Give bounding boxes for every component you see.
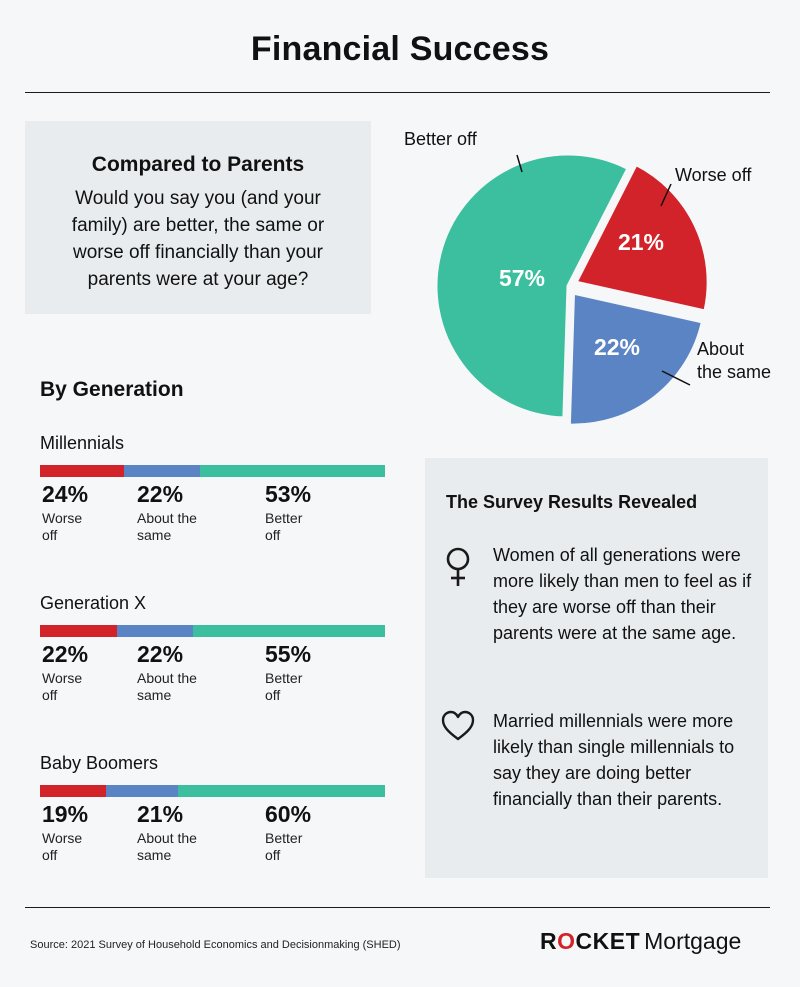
stat-label: Better off bbox=[265, 670, 303, 703]
pie-slice-better-off bbox=[434, 152, 630, 420]
pie-callout-line bbox=[661, 370, 691, 386]
pie-callout-line bbox=[660, 183, 672, 207]
page-title: Financial Success bbox=[250, 30, 550, 68]
pie-callout-label: About bbox=[697, 339, 744, 359]
stat-label: About the same bbox=[137, 510, 197, 543]
stat-percent: 53% bbox=[265, 481, 312, 507]
pie-slice-about-the-same bbox=[567, 291, 705, 427]
generation-heading: By Generation bbox=[40, 378, 184, 401]
stat-label: Worse off bbox=[42, 670, 83, 703]
stat-label: About the same bbox=[137, 830, 197, 863]
heart-icon bbox=[441, 710, 475, 741]
bar-segment-better-off bbox=[178, 785, 385, 797]
bar-segment-about-the-same bbox=[116, 625, 194, 637]
stat-percent: 22% bbox=[137, 641, 184, 667]
stat-percent: 60% bbox=[265, 801, 312, 827]
pie-callout-line bbox=[516, 154, 523, 173]
stat-label: Worse off bbox=[42, 830, 83, 863]
bar-segment-worse-off bbox=[40, 465, 124, 477]
bar-segment-better-off bbox=[193, 625, 385, 637]
bar-segment-about-the-same bbox=[105, 785, 178, 797]
stat-worse-off: 19% Worse off bbox=[42, 801, 88, 864]
stat-worse-off: 24% Worse off bbox=[42, 481, 88, 544]
survey-panel: The Survey Results Revealed Women of all… bbox=[425, 458, 768, 878]
stat-about-the-same: 21% About the same bbox=[137, 801, 197, 864]
bar-segment-about-the-same bbox=[123, 465, 201, 477]
generation-name: Baby Boomers bbox=[40, 753, 159, 773]
stat-percent: 55% bbox=[265, 641, 312, 667]
survey-title: The Survey Results Revealed bbox=[446, 492, 698, 512]
survey-item-married: Married millennials were more likely tha… bbox=[493, 711, 735, 809]
stat-percent: 22% bbox=[42, 641, 89, 667]
survey-item-women: Women of all generations were more likel… bbox=[493, 545, 752, 643]
stat-about-the-same: 22% About the same bbox=[137, 641, 197, 704]
bar-segment-worse-off bbox=[40, 625, 117, 637]
stat-percent: 21% bbox=[137, 801, 184, 827]
generation-group-baby-boomers: Baby Boomers 19% Worse off 21% About the same 6… bbox=[40, 751, 385, 863]
stat-label: Better off bbox=[265, 510, 303, 543]
stat-percent: 22% bbox=[137, 481, 184, 507]
pie-callout-label: the same bbox=[697, 362, 771, 382]
stat-label: Better off bbox=[265, 830, 303, 863]
stacked-bar bbox=[40, 785, 385, 797]
pie-callout-label: Worse off bbox=[675, 165, 752, 185]
stat-percent: 19% bbox=[42, 801, 89, 827]
stacked-bar bbox=[40, 465, 385, 477]
generation-name: Millennials bbox=[40, 433, 125, 453]
stacked-bar bbox=[40, 625, 385, 637]
pie-slice-worse-off bbox=[573, 162, 710, 313]
stat-better-off: 55% Better off bbox=[265, 641, 311, 704]
generation-group-generation-x: Generation X 22% Worse off 22% About the same 5… bbox=[40, 591, 385, 703]
stat-worse-off: 22% Worse off bbox=[42, 641, 88, 704]
female-symbol-icon bbox=[446, 547, 470, 586]
logo-rocket: ROCKET bbox=[540, 928, 641, 954]
logo-mortgage: Mortgage bbox=[644, 928, 742, 954]
bottom-divider bbox=[25, 907, 770, 908]
pie-value-label: 21% bbox=[618, 229, 664, 255]
bar-segment-worse-off bbox=[40, 785, 106, 797]
stat-better-off: 60% Better off bbox=[265, 801, 311, 864]
pie-value-label: 57% bbox=[499, 265, 545, 291]
pie-chart: 57% 21% 22% Better off Worse off About the sam… bbox=[404, 129, 771, 427]
bar-segment-better-off bbox=[200, 465, 385, 477]
top-divider bbox=[25, 92, 770, 93]
stat-percent: 24% bbox=[42, 481, 89, 507]
stat-about-the-same: 22% About the same bbox=[137, 481, 197, 544]
generation-group-millennials: Millennials 24% Worse off 22% About the same 53… bbox=[40, 431, 385, 543]
source-note: Source: 2021 Survey of Household Economi… bbox=[30, 939, 401, 951]
pie-value-label: 22% bbox=[594, 334, 640, 360]
pie-callout-label: Better off bbox=[404, 129, 478, 149]
rocket-mortgage-logo: ROCKET Mortgage bbox=[540, 928, 741, 955]
compare-question: Would you say you (and your family) are … bbox=[71, 188, 325, 290]
stat-label: About the same bbox=[137, 670, 197, 703]
compare-panel: Compared to Parents Would you say you (a… bbox=[25, 121, 371, 314]
stat-better-off: 53% Better off bbox=[265, 481, 311, 544]
generation-name: Generation X bbox=[40, 593, 147, 613]
compare-title: Compared to Parents bbox=[91, 153, 305, 176]
stat-label: Worse off bbox=[42, 510, 83, 543]
